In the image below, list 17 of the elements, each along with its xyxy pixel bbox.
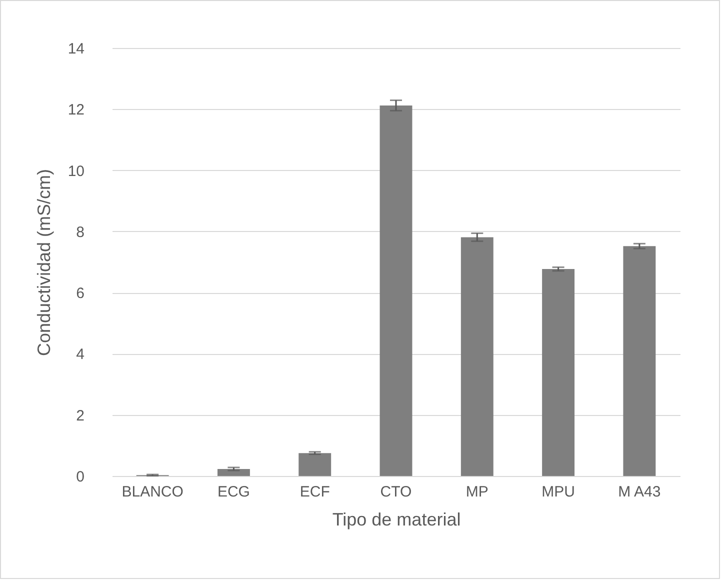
x-tick-label: CTO: [380, 484, 412, 500]
x-tick-label: BLANCO: [122, 484, 184, 500]
y-tick-label: 6: [76, 285, 84, 302]
y-tick-label: 4: [76, 346, 84, 364]
x-tick-label: ECF: [300, 484, 330, 500]
x-tick-label: MP: [466, 484, 488, 500]
y-tick-label: 0: [76, 468, 84, 486]
y-tick-label: 8: [76, 224, 84, 241]
y-axis-title: Conductividad (mS/cm): [34, 168, 54, 356]
y-tick-label: 2: [76, 407, 84, 424]
x-tick-label: MPU: [542, 484, 575, 500]
y-tick-label: 10: [68, 162, 84, 180]
x-tick-label: ECG: [217, 484, 250, 500]
x-tick-label: M A43: [618, 484, 661, 500]
y-tick-label: 14: [68, 40, 84, 58]
x-axis-title: Tipo de material: [332, 510, 461, 530]
y-tick-label: 12: [68, 102, 84, 119]
